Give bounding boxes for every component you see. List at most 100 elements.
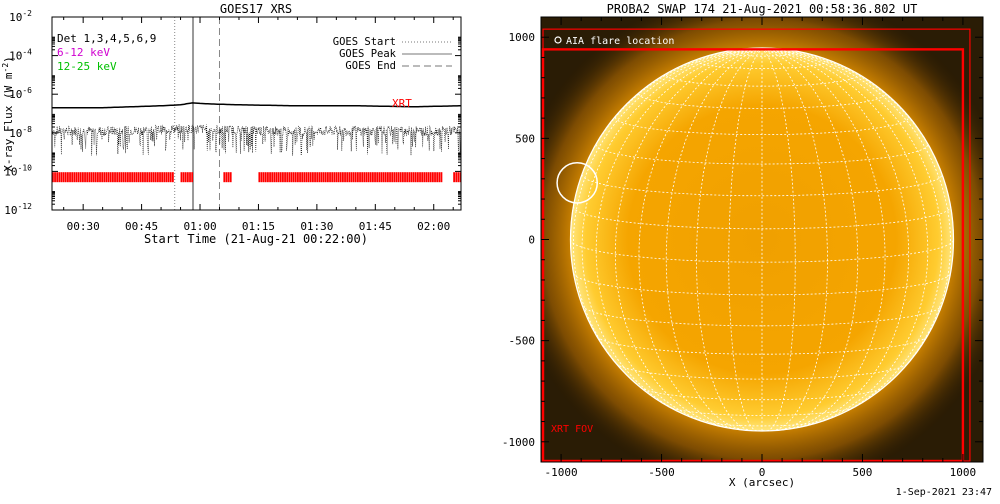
goes-chart-title: GOES17 XRS (220, 2, 292, 16)
goes-x-axis-label: Start Time (21-Aug-21 00:22:00) (144, 232, 368, 246)
xrt-coverage-tick (378, 172, 381, 183)
xrt-coverage-tick (348, 172, 351, 183)
legend-label: GOES End (345, 60, 396, 72)
xrt-coverage-tick (367, 172, 370, 183)
xrt-coverage-tick (139, 172, 142, 183)
x-tick-label: 0 (759, 466, 766, 479)
xrt-coverage-tick (414, 172, 417, 183)
xrt-coverage-tick (322, 172, 325, 183)
xrt-coverage-tick (64, 172, 67, 183)
y-tick-label: -1000 (502, 436, 535, 449)
xrt-coverage-tick (79, 172, 82, 183)
xrt-coverage-tick (361, 172, 364, 183)
energy-label: Det 1,3,4,5,6,9 (57, 32, 156, 45)
xrt-coverage-tick (107, 172, 110, 183)
aia-flare-location-circle (556, 162, 599, 204)
xrt-coverage-tick (133, 172, 136, 183)
xrt-coverage-tick (109, 172, 112, 183)
xrt-coverage-tick (146, 172, 149, 183)
x-tick-label: 1000 (950, 466, 977, 479)
goes-y-axis-label: X-ray Flux (W m-2) (1, 56, 15, 172)
grid-line (581, 305, 943, 327)
grid-line (572, 48, 763, 397)
xrt-coverage-tick (416, 172, 419, 183)
xrt-coverage-tick (436, 172, 439, 183)
xrt-fov-label: XRT FOV (551, 424, 593, 435)
xrt-coverage-tick (423, 172, 426, 183)
xrt-coverage-tick (309, 172, 312, 183)
xrt-coverage-tick (440, 172, 443, 183)
xrt-coverage-tick (301, 172, 304, 183)
xrt-coverage-tick (434, 172, 436, 183)
goes-xrs-panel: GOES17 XRS 10-1210-1010-810-610-410-200:… (1, 2, 462, 246)
grid-line (761, 48, 943, 421)
grid-line (570, 239, 954, 263)
xrt-coverage-tick (288, 172, 291, 183)
xrt-coverage-tick (279, 172, 282, 183)
y-tick-exponent: -4 (22, 48, 32, 57)
grid-line (638, 93, 886, 109)
xrt-coverage-tick (350, 172, 353, 183)
xrt-coverage-tick (120, 172, 123, 183)
xrt-coverage-tick (303, 172, 306, 183)
swap-x-axis-label: X (arcsec) (729, 476, 795, 489)
y-tick-base: 10 (9, 11, 22, 24)
xrt-coverage-tick (339, 172, 342, 183)
xrt-coverage-tick (344, 172, 346, 183)
xrt-coverage-tick (384, 172, 387, 183)
x-tick-label: 500 (853, 466, 873, 479)
y-tick-label: 10-8 (9, 125, 32, 140)
xrt-coverage-tick (86, 172, 89, 183)
heliographic-grid (569, 47, 955, 432)
xrt-coverage-tick (122, 172, 125, 183)
xrt-coverage-tick (101, 172, 104, 183)
grid-line (581, 48, 763, 421)
grid-line (615, 363, 909, 380)
grid-line (728, 49, 763, 432)
xrt-coverage-tick (84, 172, 86, 183)
xrt-coverage-tick (92, 172, 95, 183)
xrt-coverage-tick (150, 172, 153, 183)
grid-line (614, 48, 763, 429)
y-tick-base: 10 (4, 165, 17, 178)
xrt-coverage-tick (90, 172, 93, 183)
x-tick-label: -500 (648, 466, 675, 479)
y-tick-base: 10 (4, 204, 17, 217)
xrt-coverage-tick (421, 172, 424, 183)
xrt-coverage-tick (457, 172, 460, 183)
xrt-coverage-tick (331, 172, 334, 183)
xrt-coverage-tick (307, 172, 310, 183)
x-tick-label: 01:45 (359, 220, 392, 233)
xrt-coverage-tick (58, 172, 61, 183)
xrt-coverage-tick (294, 172, 297, 183)
grid-line (761, 49, 796, 432)
x-tick-label: -1000 (545, 466, 578, 479)
x-tick-label: 00:45 (125, 220, 158, 233)
xrt-coverage-tick (391, 172, 394, 183)
xrt-coverage-tick (111, 172, 114, 183)
xrt-coverage-tick (141, 172, 144, 183)
xrt-coverage-tick (395, 172, 398, 183)
xrt-coverage-tick (264, 172, 267, 183)
xrt-coverage-tick (94, 172, 97, 183)
xrt-coverage-tick (271, 172, 274, 183)
xrt-coverage-tick (144, 172, 146, 183)
flare-legend-label: AIA flare location (566, 36, 674, 47)
xrt-coverage-tick (124, 172, 127, 183)
xrt-coverage-tick (152, 172, 155, 183)
x-tick-label: 01:15 (242, 220, 275, 233)
xrt-coverage-tick (374, 172, 376, 183)
xrt-coverage-tick (380, 172, 383, 183)
xrt-coverage-tick (103, 172, 106, 183)
y-tick-exponent: -6 (22, 86, 32, 95)
xrt-coverage-tick (73, 172, 76, 183)
y-tick-base: 10 (9, 88, 22, 101)
xrt-coverage-tick (389, 172, 391, 183)
xrt-coverage-tick (131, 172, 134, 183)
energy-label: 6-12 keV (57, 46, 110, 59)
xrt-coverage-tick (425, 172, 428, 183)
xrt-coverage-tick (404, 172, 406, 183)
xrt-coverage-tick (376, 172, 379, 183)
y-tick-label: 10-12 (4, 202, 32, 217)
xrt-coverage-tick (342, 172, 344, 183)
